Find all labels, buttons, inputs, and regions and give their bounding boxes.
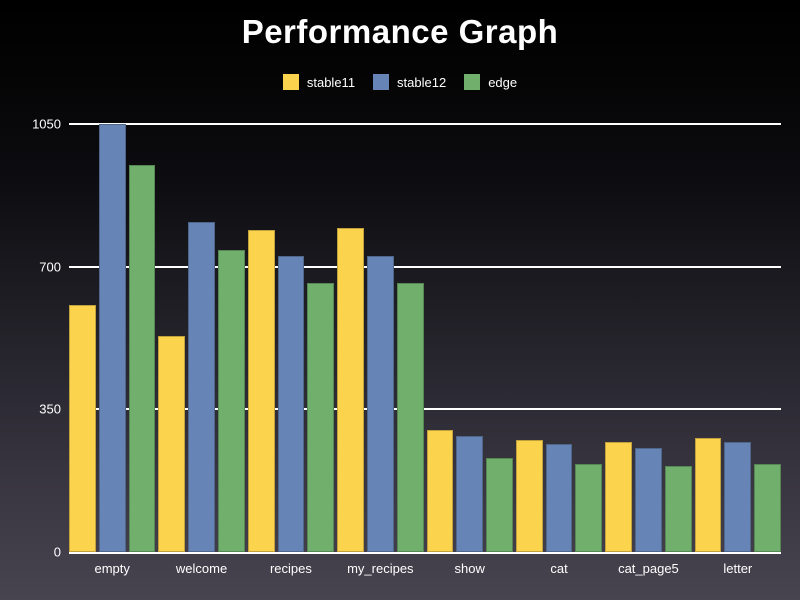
- y-tick-label-700: 700: [39, 259, 61, 275]
- gridline-350: [69, 408, 781, 411]
- x-axis-label-empty: empty: [94, 561, 130, 576]
- bar-group-empty: [69, 124, 156, 552]
- bar-group-welcome: [158, 124, 245, 552]
- y-axis-tick-labels: 0 350 700 1050: [0, 118, 61, 559]
- legend-item-stable12: stable12: [373, 74, 446, 90]
- bar-edge-cat_page5: [664, 466, 692, 552]
- y-tick-label-1050: 1050: [32, 116, 61, 132]
- y-tick-label-0: 0: [53, 544, 61, 560]
- legend-label-edge: edge: [488, 74, 518, 90]
- x-axis-label-recipes: recipes: [269, 561, 312, 576]
- bar-group-my_recipes: [337, 124, 424, 552]
- bar-edge-cat: [575, 464, 603, 552]
- legend-label-stable11: stable11: [306, 74, 356, 90]
- x-axis-line: [69, 552, 781, 554]
- legend-item-stable11: stable11: [282, 74, 356, 90]
- bar-edge-welcome: [217, 250, 245, 552]
- bar-stable12-recipes: [277, 256, 305, 552]
- bar-edge-empty: [128, 164, 156, 552]
- x-axis-label-my_recipes: my_recipes: [347, 561, 414, 576]
- bar-stable11-show: [426, 429, 454, 552]
- bar-stable11-welcome: [158, 335, 186, 552]
- bar-edge-recipes: [307, 282, 335, 552]
- bar-stable12-welcome: [188, 221, 215, 552]
- x-axis-labels: empty welcome recipes my_recipes show cat cat_…: [69, 561, 781, 576]
- chart-title: Performance Graph: [241, 13, 559, 50]
- legend-swatch-edge: [464, 74, 481, 90]
- legend-label-stable12: stable12: [397, 74, 447, 90]
- y-tick-label-350: 350: [39, 401, 61, 417]
- plot-area: [69, 123, 782, 554]
- gridline-700: [69, 265, 781, 268]
- gridline-1050: [69, 123, 781, 125]
- bar-stable11-recipes: [247, 229, 275, 552]
- bar-group-cat_page5: [605, 124, 692, 552]
- bar-stable11-letter: [694, 437, 722, 552]
- bar-group-cat: [515, 124, 603, 552]
- bar-stable12-cat_page5: [635, 448, 662, 552]
- bar-stable11-my_recipes: [337, 227, 364, 552]
- bar-edge-show: [486, 458, 513, 552]
- bar-edge-my_recipes: [396, 282, 424, 552]
- bar-group-show: [426, 124, 513, 552]
- bar-stable12-show: [456, 435, 484, 552]
- bar-edge-letter: [754, 464, 782, 552]
- bar-group-recipes: [247, 124, 335, 552]
- bar-stable12-cat: [545, 443, 573, 552]
- x-axis-label-letter: letter: [723, 561, 753, 576]
- bar-stable11-empty: [69, 305, 96, 552]
- x-axis-label-welcome: welcome: [175, 561, 228, 576]
- legend-item-edge: edge: [464, 74, 517, 90]
- x-axis-label-cat: cat: [550, 561, 568, 576]
- bar-stable11-cat: [515, 439, 543, 552]
- bars-container: [69, 124, 782, 552]
- bar-stable12-my_recipes: [366, 256, 394, 552]
- bar-group-letter: [694, 124, 782, 552]
- legend-swatch-stable12: [373, 74, 390, 90]
- x-axis-label-show: show: [454, 561, 485, 576]
- bar-stable12-empty: [98, 124, 126, 552]
- bar-stable12-letter: [724, 441, 752, 552]
- bar-stable11-cat_page5: [605, 441, 633, 552]
- legend-swatch-stable11: [282, 74, 299, 90]
- chart-legend: stable11 stable12 edge: [0, 74, 800, 90]
- x-axis-label-cat_page5: cat_page5: [618, 561, 679, 576]
